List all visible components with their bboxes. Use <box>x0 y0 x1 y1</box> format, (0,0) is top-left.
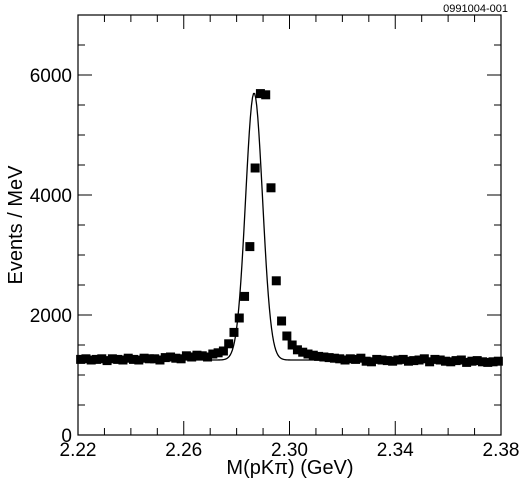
data-point <box>271 276 281 286</box>
data-point <box>229 327 239 337</box>
x-axis-label: M(pKπ) (GeV) <box>226 457 353 479</box>
data-point <box>477 357 487 367</box>
data-point <box>282 331 292 341</box>
fit-curve <box>78 92 501 361</box>
data-point <box>409 356 419 366</box>
y-tick-label: 0 <box>61 426 72 447</box>
data-point <box>255 89 265 99</box>
y-tick-label: 2000 <box>30 306 72 327</box>
data-point <box>351 354 361 364</box>
data-point <box>393 355 403 365</box>
data-point <box>134 355 144 365</box>
y-axis-label: Events / MeV <box>5 165 27 285</box>
data-point <box>245 242 255 252</box>
data-point <box>462 357 472 367</box>
data-point <box>102 356 112 366</box>
figure-code-label: 0991004-001 <box>443 3 508 15</box>
data-point <box>488 357 498 367</box>
data-point <box>197 351 207 361</box>
data-point <box>493 356 503 366</box>
data-point <box>329 353 339 363</box>
data-point <box>440 356 450 366</box>
data-point <box>234 313 244 323</box>
data-point <box>97 354 107 364</box>
data-point <box>139 353 149 363</box>
data-points <box>76 89 503 367</box>
data-point <box>382 356 392 366</box>
y-tick-label: 4000 <box>30 186 72 207</box>
data-point <box>403 356 413 366</box>
data-point <box>435 355 445 365</box>
data-point <box>224 339 234 349</box>
data-point <box>430 354 440 364</box>
data-point <box>308 350 318 360</box>
data-point <box>314 351 324 361</box>
data-point <box>472 356 482 366</box>
data-point <box>266 183 276 193</box>
data-point <box>356 353 366 363</box>
data-point <box>192 350 202 360</box>
tick-labels: 2.22 2.26 2.30 2.34 2.38 0 2000 4000 6000 <box>30 66 519 461</box>
data-point <box>250 163 260 173</box>
data-point <box>240 291 250 301</box>
data-point <box>113 354 123 364</box>
data-point <box>451 356 461 366</box>
data-point <box>372 354 382 364</box>
data-point <box>456 355 466 365</box>
data-point <box>81 354 91 364</box>
x-tick-label: 2.30 <box>271 440 308 461</box>
data-point <box>483 357 493 367</box>
x-tick-label: 2.38 <box>483 440 519 461</box>
data-point <box>160 353 170 363</box>
y-tick-label: 6000 <box>30 66 72 87</box>
data-point <box>129 354 139 364</box>
data-point <box>118 355 128 365</box>
data-point <box>171 353 181 363</box>
data-point <box>261 90 271 100</box>
data-point <box>92 354 102 364</box>
data-point <box>166 352 176 362</box>
data-point <box>213 348 223 358</box>
data-point <box>467 356 477 366</box>
data-point <box>340 355 350 365</box>
data-point <box>107 354 117 364</box>
data-point <box>144 354 154 364</box>
x-tick-label: 2.34 <box>377 440 414 461</box>
data-point <box>123 353 133 363</box>
data-point <box>366 357 376 367</box>
data-point <box>319 352 329 362</box>
data-point <box>187 352 197 362</box>
data-point <box>176 354 186 364</box>
data-point <box>388 356 398 366</box>
data-point <box>155 355 165 365</box>
data-point <box>76 354 86 364</box>
data-point <box>203 352 213 362</box>
data-point <box>86 355 96 365</box>
data-point <box>335 354 345 364</box>
data-point <box>181 351 191 361</box>
data-point <box>419 354 429 364</box>
data-point <box>287 340 297 350</box>
data-point <box>345 354 355 364</box>
data-point <box>277 316 287 326</box>
data-point <box>303 349 313 359</box>
data-point <box>414 355 424 365</box>
data-point <box>425 357 435 367</box>
plot-frame <box>77 14 502 436</box>
x-tick-label: 2.26 <box>165 440 202 461</box>
data-point <box>218 346 228 356</box>
x-tick-label: 2.22 <box>60 440 97 461</box>
data-point <box>361 356 371 366</box>
data-point <box>208 349 218 359</box>
data-point <box>446 357 456 367</box>
data-point <box>377 355 387 365</box>
data-point <box>292 345 302 355</box>
data-point <box>398 354 408 364</box>
data-point <box>150 354 160 364</box>
data-point <box>298 347 308 357</box>
axis-ticks <box>78 15 501 435</box>
data-point <box>324 353 334 363</box>
